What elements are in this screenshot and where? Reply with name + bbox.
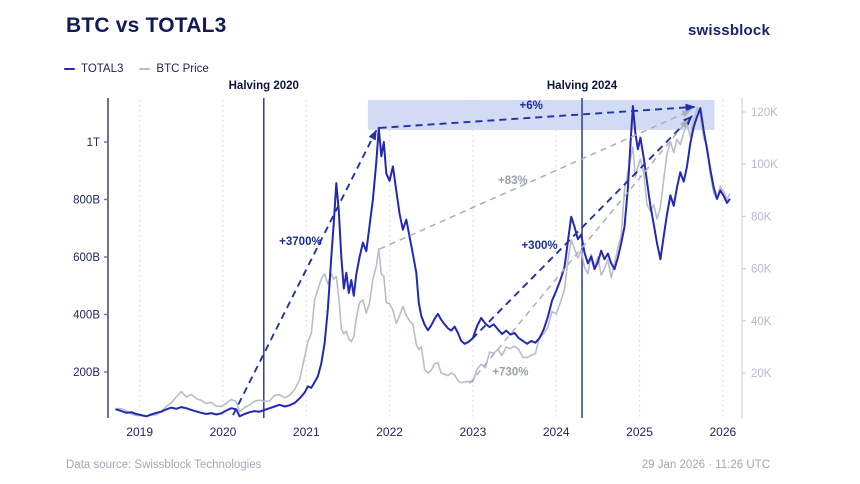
x-tick-label-2022: 2022 [376,425,403,439]
x-tick-label-2025: 2025 [626,425,653,439]
page-title: BTC vs TOTAL3 [66,14,227,37]
swissblock-logo: swissblock [687,22,770,39]
left-tick-label-400B: 400B [73,309,100,321]
annotation-label-300: +300% [521,240,557,252]
legend-label-total3: TOTAL3 [81,63,124,75]
right-tick-label-120K: 120K [751,107,778,119]
legend-item-total3[interactable]: TOTAL3 [64,63,123,75]
annotation-line-730 [468,119,689,384]
x-tick-label-2021: 2021 [293,425,320,439]
total3-line [115,105,731,418]
x-tick-label-2023: 2023 [460,425,487,439]
legend-label-btc-price: BTC Price [156,63,209,75]
annotation-line-83 [379,110,692,250]
annotation-label-6: +6% [520,100,543,112]
right-tick-label-60K: 60K [751,264,772,276]
data-source-label: Data source: Swissblock Technologies [66,459,262,471]
left-tick-label-800B: 800B [73,194,100,206]
x-tick-label-2026: 2026 [709,425,736,439]
right-tick-label-100K: 100K [751,159,778,171]
right-tick-label-80K: 80K [751,211,772,223]
legend-item-btc-price[interactable]: BTC Price [139,63,209,75]
btc-line-swatch-icon [139,67,151,71]
right-tick-label-40K: 40K [751,316,772,328]
annotation-label-730: +730% [492,367,528,379]
annotation-line-3700 [232,129,378,416]
timestamp-label: 29 Jan 2026 · 11:26 UTC [641,459,770,471]
halving-label-2020: Halving 2020 [229,80,299,92]
halving-label-2024: Halving 2024 [547,80,618,92]
left-tick-label-600B: 600B [73,252,100,264]
annotation-line-6 [379,103,696,129]
x-tick-label-2020: 2020 [210,425,237,439]
peak-highlight-band [367,100,715,130]
btc-price-line [115,107,731,417]
left-tick-label-200B: 200B [73,367,100,379]
annotation-label-3700: +3700% [279,236,322,248]
total3-line-swatch-icon [64,67,75,71]
annotation-label-83: +83% [498,175,528,187]
x-tick-label-2024: 2024 [543,425,570,439]
annotation-line-300 [471,115,693,340]
right-tick-label-20K: 20K [751,368,772,380]
x-tick-label-2019: 2019 [126,425,153,439]
legend: TOTAL3 BTC Price [64,63,209,75]
left-tick-label-1T: 1T [87,137,100,149]
